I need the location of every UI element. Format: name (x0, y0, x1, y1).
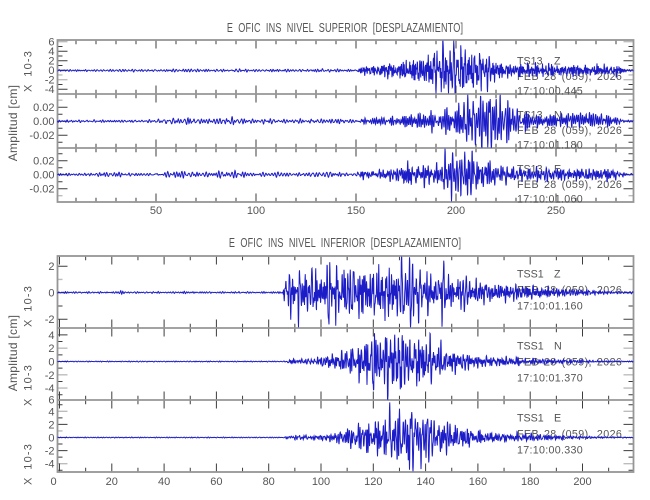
svg-text:0: 0 (48, 65, 54, 77)
svg-text:-4: -4 (45, 84, 55, 96)
svg-text:0: 0 (48, 288, 54, 300)
svg-text:X 10-3: X 10-3 (23, 364, 35, 406)
svg-text:E OFIC INS NIVEL SUPERIOR [DES: E OFIC INS NIVEL SUPERIOR [DESPLAZAMIENT… (227, 22, 463, 36)
svg-text:0: 0 (48, 357, 54, 369)
svg-text:TSS1: TSS1 (517, 341, 544, 353)
svg-text:FEB 28 (059), 2026: FEB 28 (059), 2026 (517, 179, 622, 191)
svg-text:200: 200 (573, 476, 591, 488)
svg-text:17:10:01.180: 17:10:01.180 (517, 140, 583, 152)
svg-text:160: 160 (469, 476, 487, 488)
svg-text:0: 0 (48, 433, 54, 445)
svg-text:Z: Z (554, 56, 561, 68)
svg-text:180: 180 (521, 476, 539, 488)
svg-text:4: 4 (48, 406, 54, 418)
svg-text:-0.02: -0.02 (29, 130, 54, 142)
svg-text:50: 50 (150, 205, 162, 217)
svg-text:150: 150 (347, 205, 365, 217)
svg-text:2: 2 (48, 261, 54, 273)
svg-text:-0.02: -0.02 (29, 184, 54, 196)
svg-text:0.00: 0.00 (33, 170, 54, 182)
svg-text:17:10:00.445: 17:10:00.445 (517, 86, 583, 98)
svg-text:17:10:01.370: 17:10:01.370 (517, 373, 583, 385)
svg-text:0: 0 (50, 476, 56, 488)
svg-text:-4: -4 (45, 459, 55, 471)
svg-text:20: 20 (106, 476, 118, 488)
svg-text:0.02: 0.02 (33, 102, 54, 114)
svg-text:17:10:01.160: 17:10:01.160 (517, 301, 583, 313)
svg-text:X 10-3: X 10-3 (23, 443, 35, 485)
svg-text:-2: -2 (45, 314, 55, 326)
svg-text:2: 2 (48, 56, 54, 68)
svg-text:TSS1: TSS1 (517, 269, 544, 281)
svg-text:N: N (554, 341, 562, 353)
svg-text:-4: -4 (45, 383, 55, 395)
svg-text:4: 4 (48, 46, 54, 58)
svg-text:-2: -2 (45, 446, 55, 458)
svg-text:TSS1: TSS1 (517, 413, 544, 425)
svg-text:X 10-3: X 10-3 (23, 50, 35, 92)
svg-text:17:10:00.330: 17:10:00.330 (517, 445, 583, 457)
svg-text:6: 6 (48, 395, 54, 407)
svg-text:140: 140 (416, 476, 434, 488)
svg-text:-2: -2 (45, 75, 55, 87)
svg-text:Amplitud [cm]: Amplitud [cm] (6, 315, 20, 392)
svg-text:0.02: 0.02 (33, 156, 54, 168)
svg-text:E: E (554, 413, 561, 425)
svg-text:N: N (554, 110, 562, 122)
svg-text:40: 40 (158, 476, 170, 488)
svg-text:Amplitud [cm]: Amplitud [cm] (6, 85, 20, 162)
svg-text:80: 80 (263, 476, 275, 488)
svg-text:-2: -2 (45, 370, 55, 382)
svg-text:6: 6 (48, 37, 54, 49)
svg-text:4: 4 (48, 330, 54, 342)
svg-text:100: 100 (247, 205, 265, 217)
svg-text:2: 2 (48, 343, 54, 355)
svg-text:250: 250 (547, 205, 565, 217)
svg-text:E OFIC INS NIVEL INFERIOR [DES: E OFIC INS NIVEL INFERIOR [DESPLAZAMIENT… (229, 237, 461, 251)
svg-text:100: 100 (312, 476, 330, 488)
svg-text:200: 200 (447, 205, 465, 217)
svg-text:2: 2 (48, 419, 54, 431)
svg-text:0.00: 0.00 (33, 116, 54, 128)
svg-text:X 10-3: X 10-3 (23, 285, 35, 327)
svg-text:TS13: TS13 (517, 56, 543, 68)
svg-text:120: 120 (364, 476, 382, 488)
svg-text:17:10:01.060: 17:10:01.060 (517, 194, 583, 206)
svg-text:FEB 28 (059), 2026: FEB 28 (059), 2026 (517, 125, 622, 137)
svg-text:Z: Z (554, 269, 561, 281)
svg-text:60: 60 (210, 476, 222, 488)
